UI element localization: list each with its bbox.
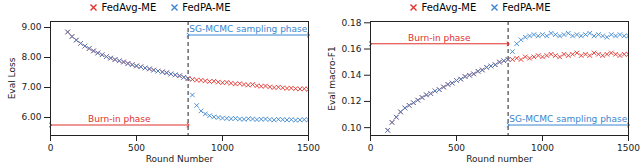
html-text:FedPA-ME: FedPA-ME (182, 2, 231, 13)
svg-text:1500: 1500 (617, 143, 640, 153)
svg-text:0: 0 (48, 143, 54, 153)
svg-text:Burn-in phase: Burn-in phase (408, 33, 471, 43)
svg-text:SG-MCMC sampling phase: SG-MCMC sampling phase (189, 24, 307, 34)
svg-text:Eval Loss: Eval Loss (7, 57, 17, 99)
html-text:FedAvg-ME: FedAvg-ME (101, 2, 157, 13)
svg-text:0.18: 0.18 (341, 18, 361, 28)
svg-text:0.14: 0.14 (341, 70, 361, 80)
svg-text:0: 0 (368, 143, 374, 153)
svg-text:SG-MCMC sampling phase: SG-MCMC sampling phase (509, 114, 627, 124)
svg-text:6.00: 6.00 (21, 112, 41, 122)
svg-text:500: 500 (128, 143, 145, 153)
html-text:FedAvg-ME: FedAvg-ME (421, 2, 477, 13)
svg-text:7.00: 7.00 (21, 82, 41, 92)
html-text:FedPA-ME: FedPA-ME (502, 2, 551, 13)
svg-text:Burn-in phase: Burn-in phase (88, 114, 151, 124)
svg-text:500: 500 (448, 143, 465, 153)
svg-text:9.00: 9.00 (21, 22, 41, 32)
svg-text:0.10: 0.10 (341, 123, 361, 133)
svg-text:Round number: Round number (466, 154, 533, 164)
svg-text:Round Number: Round Number (146, 154, 214, 164)
svg-text:0.16: 0.16 (341, 44, 361, 54)
svg-text:1000: 1000 (531, 143, 554, 153)
svg-text:8.00: 8.00 (21, 52, 41, 62)
svg-text:1500: 1500 (297, 143, 320, 153)
svg-text:Eval macro-F1: Eval macro-F1 (327, 46, 337, 110)
svg-text:0.12: 0.12 (341, 96, 361, 106)
svg-text:1000: 1000 (211, 143, 234, 153)
